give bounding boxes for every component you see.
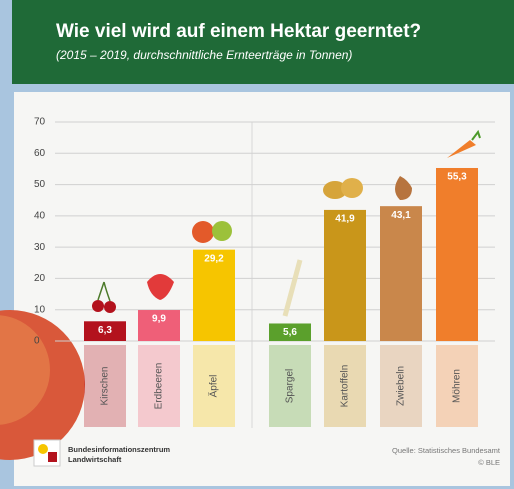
y-tick-label: 70 xyxy=(34,117,46,128)
x-tick-label: Erdbeeren xyxy=(154,363,165,410)
x-tick-label: Äpfel xyxy=(208,375,220,398)
y-tick-label: 50 xyxy=(34,179,46,190)
value-label: 6,3 xyxy=(98,325,112,336)
value-label: 5,6 xyxy=(283,327,297,338)
source: Quelle: Statistisches Bundesamt xyxy=(392,446,501,455)
credit: © BLE xyxy=(478,458,500,467)
x-tick-label: Kartoffeln xyxy=(340,365,351,408)
logo-block xyxy=(48,452,57,462)
value-label: 55,3 xyxy=(447,172,467,183)
logo-dot xyxy=(38,444,48,454)
x-tick-label: Zwiebeln xyxy=(396,366,407,406)
publisher-line: Landwirtschaft xyxy=(68,455,122,464)
chart-title: Wie viel wird auf einem Hektar geerntet? xyxy=(56,21,421,42)
chart: Wie viel wird auf einem Hektar geerntet?… xyxy=(0,0,514,489)
y-tick-label: 0 xyxy=(34,336,40,347)
y-tick-label: 20 xyxy=(34,273,46,284)
publisher-line: Bundesinformationszentrum xyxy=(68,445,170,454)
x-tick-label: Spargel xyxy=(285,369,296,403)
value-label: 9,9 xyxy=(152,314,166,325)
value-label: 43,1 xyxy=(391,210,411,221)
y-tick-label: 60 xyxy=(34,148,46,159)
chart-subtitle: (2015 – 2019, durchschnittliche Ernteert… xyxy=(56,48,352,62)
value-label: 29,2 xyxy=(204,253,224,264)
y-tick-label: 10 xyxy=(34,304,46,315)
bar xyxy=(324,210,366,341)
value-label: 41,9 xyxy=(335,214,355,225)
x-tick-label: Möhren xyxy=(452,369,463,403)
bar xyxy=(380,206,422,341)
x-tick-label: Kirschen xyxy=(100,367,111,406)
y-tick-label: 30 xyxy=(34,242,46,253)
bar xyxy=(436,168,478,341)
y-tick-label: 40 xyxy=(34,210,46,221)
page: Wie viel wird auf einem Hektar geerntet?… xyxy=(0,0,514,489)
